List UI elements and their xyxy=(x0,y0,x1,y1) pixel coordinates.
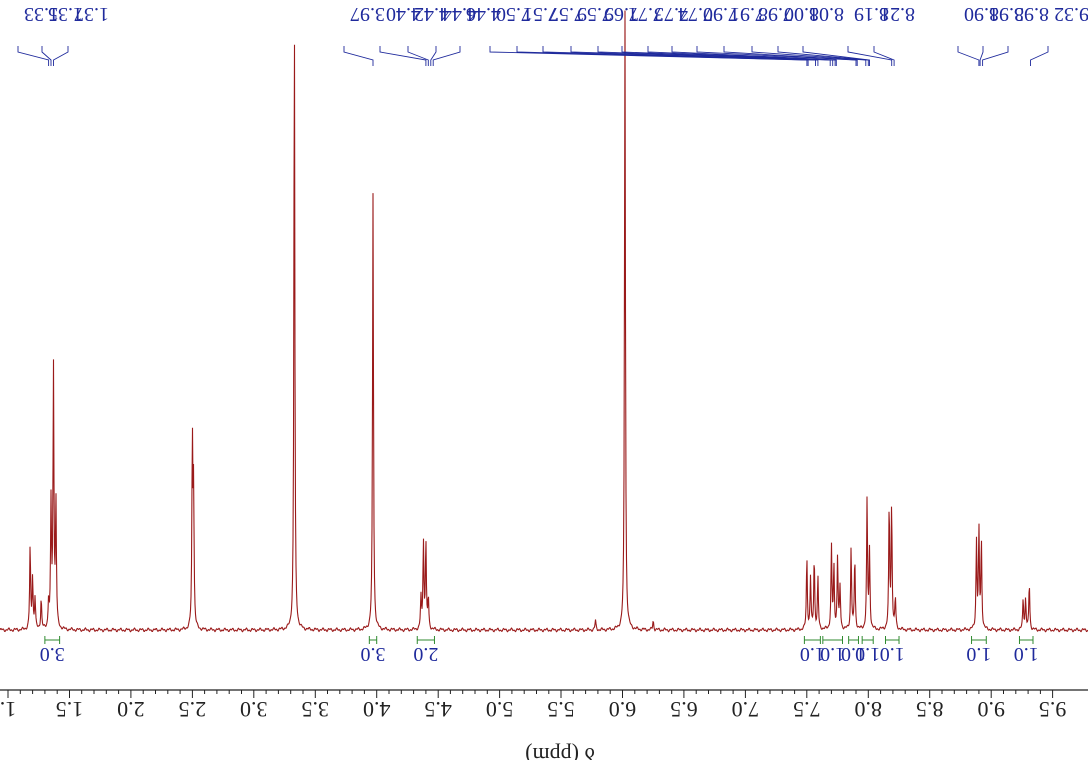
peak-label: 7.91 xyxy=(730,3,765,25)
peak-label-connector xyxy=(982,46,1009,66)
peak-label-connector xyxy=(847,46,893,66)
peak-label-connector xyxy=(542,46,816,66)
peak-label-connector xyxy=(979,46,984,66)
x-tick-label: 8.0 xyxy=(855,697,883,722)
x-tick-label: 2.5 xyxy=(179,697,207,722)
spectrum-trace-group xyxy=(0,10,1088,633)
peak-label-connector xyxy=(516,46,809,66)
peak-label-connector xyxy=(343,46,374,66)
x-tick-label: 6.0 xyxy=(609,697,637,722)
integration-value: 2.0 xyxy=(413,643,438,665)
spectrum-line xyxy=(0,10,1088,633)
peak-label: 7.71 xyxy=(628,3,663,25)
x-tick-label: 4.5 xyxy=(424,697,452,722)
peak-label-connector xyxy=(723,46,858,66)
peak-label: 8.19 xyxy=(854,3,889,25)
x-tick-label: 1.5 xyxy=(56,697,84,722)
integration-value: 3.0 xyxy=(361,643,386,665)
x-tick-label: 7.0 xyxy=(732,697,760,722)
peak-label-group: 1.331.351.37 3.97 4.404.424.444.467.507.51… xyxy=(17,3,1088,66)
integration-value: 1.0 xyxy=(880,643,905,665)
integration-value: 3.0 xyxy=(40,643,65,665)
peak-label: 8.93 xyxy=(1014,3,1049,25)
integration-value: 1.0 xyxy=(820,643,845,665)
integration-value: 1.0 xyxy=(841,643,866,665)
x-tick-label: 4.0 xyxy=(363,697,391,722)
peak-label: 8.00 xyxy=(784,3,819,25)
peak-label: 4.40 xyxy=(386,3,421,25)
x-tick-label: 8.5 xyxy=(916,697,944,722)
peak-label-connector xyxy=(407,46,429,66)
peak-label-connector xyxy=(802,46,870,66)
peak-label: 7.98 xyxy=(758,3,793,25)
integration-value: 1.0 xyxy=(966,643,991,665)
x-tick-label: 3.0 xyxy=(240,697,267,722)
x-tick-label: 6.5 xyxy=(670,697,698,722)
peak-label-connector xyxy=(1030,46,1049,66)
peak-label-connector xyxy=(432,46,461,66)
peak-label-connector xyxy=(597,46,831,66)
peak-label: 8.21 xyxy=(880,3,915,25)
x-axis-title: δ (ppm) xyxy=(525,743,595,760)
peak-label-connector xyxy=(671,46,837,66)
x-axis: 1. 1.5 2.0 2.5 3.0 3.5 4.0 4.5 5.0 5.5 6.0 6.5 7.0 7.… xyxy=(0,689,1088,722)
peak-label-connector xyxy=(696,46,857,66)
peak-label: 1.35 xyxy=(48,3,83,25)
integration-group: 3.0 3.0 2.0 1.01.01.01.0 1.0 1.0 1.0 xyxy=(40,636,1039,665)
peak-label: 7.90 xyxy=(703,3,738,25)
integration-value: 1.0 xyxy=(1014,643,1039,665)
peak-label-connector xyxy=(53,46,69,66)
peak-label-connector xyxy=(957,46,980,66)
peak-label-connector xyxy=(41,46,52,66)
peak-label: 7.57 xyxy=(549,3,584,25)
peak-label: 4.44 xyxy=(442,3,477,25)
peak-label-connector xyxy=(647,46,836,66)
peak-label: 7.73 xyxy=(654,3,689,25)
x-tick-label: 9.5 xyxy=(1039,697,1067,722)
x-tick-label: 3.5 xyxy=(302,697,330,722)
peak-label: 3.97 xyxy=(350,3,385,25)
peak-label: 8.01 xyxy=(809,3,844,25)
peak-label-connector xyxy=(17,46,50,66)
x-tick-label: 7.5 xyxy=(793,697,821,722)
peak-label: 1.37 xyxy=(74,3,109,25)
x-tick-label: 5.5 xyxy=(547,697,575,722)
peak-label-connector xyxy=(621,46,834,66)
peak-label: 7.50 xyxy=(496,3,531,25)
x-tick-label: 5.0 xyxy=(486,697,513,722)
x-tick-label: 2.0 xyxy=(117,697,145,722)
peak-label-connector xyxy=(873,46,895,66)
peak-label: 7.51 xyxy=(523,3,558,25)
peak-label: 1.33 xyxy=(24,3,59,25)
peak-label: 7.74 xyxy=(678,3,713,25)
peak-label: 8.90 xyxy=(964,3,999,25)
peak-label: 8.91 xyxy=(989,3,1024,25)
peak-label: 4.46 xyxy=(466,3,501,25)
integration-value: 1.0 xyxy=(800,643,825,665)
peak-label-connector xyxy=(751,46,867,66)
peak-label-connector xyxy=(777,46,869,66)
x-tick-label: 9.0 xyxy=(977,697,1005,722)
peak-label: 4.42 xyxy=(414,3,449,25)
integration-value: 1.0 xyxy=(855,643,880,665)
peak-label-connector xyxy=(570,46,819,66)
peak-label-connector xyxy=(379,46,427,66)
x-tick-label: 1. xyxy=(0,697,16,722)
peak-label: 7.59 xyxy=(577,3,612,25)
peak-label-connector xyxy=(430,46,437,66)
peak-label: 9.32 xyxy=(1054,3,1088,25)
peak-label: 7.69 xyxy=(604,3,639,25)
